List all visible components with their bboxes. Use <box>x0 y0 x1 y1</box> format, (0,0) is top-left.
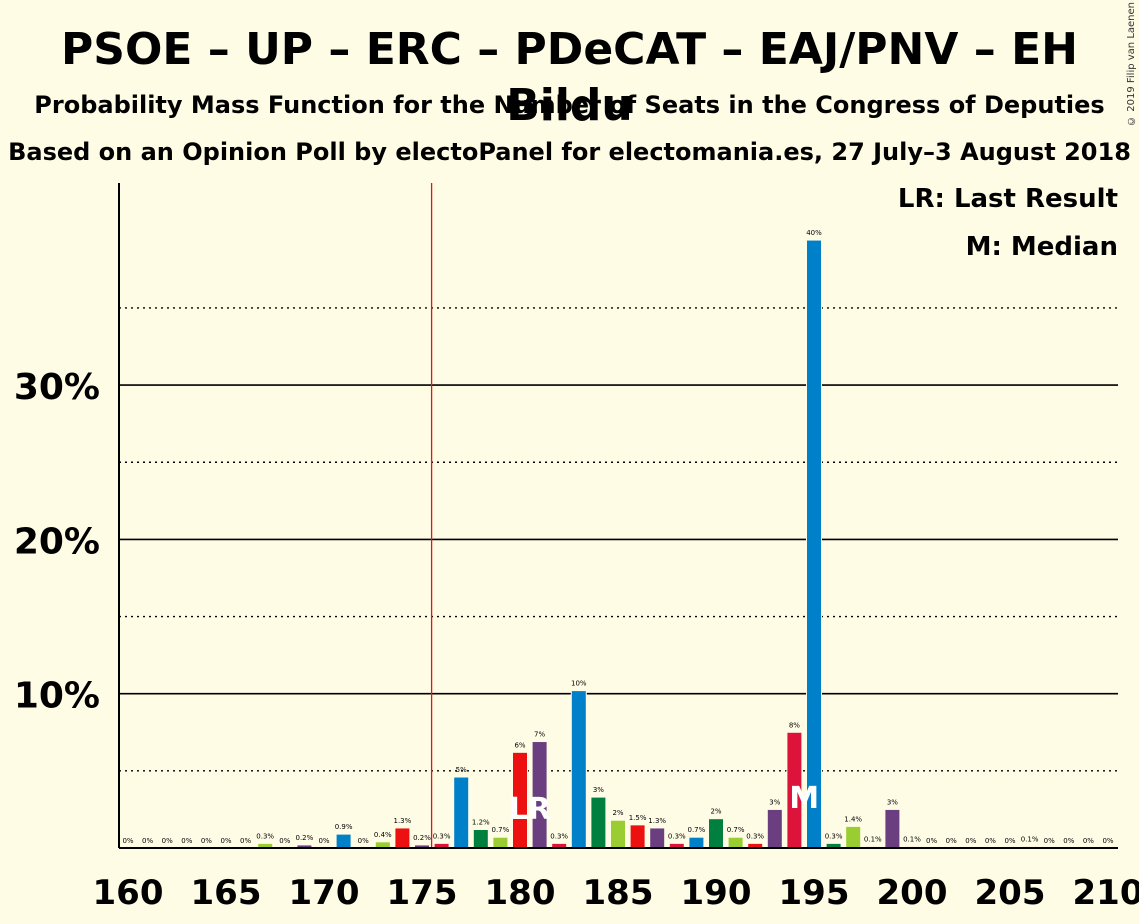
data-label-202: 0% <box>946 837 957 845</box>
data-label-205: 0% <box>1004 837 1015 845</box>
data-label-170: 0% <box>318 837 329 845</box>
y-tick-label: 20% <box>14 521 100 562</box>
data-label-166: 0% <box>240 837 251 845</box>
data-label-195: 40% <box>806 229 822 237</box>
data-label-182: 0.3% <box>550 832 568 840</box>
x-tick-label: 190 <box>681 873 752 913</box>
x-tick-label: 195 <box>779 873 850 913</box>
x-tick-label: 200 <box>877 873 948 913</box>
data-label-208: 0% <box>1063 837 1074 845</box>
data-label-198: 0.1% <box>864 835 882 843</box>
data-label-186: 1.5% <box>629 814 647 822</box>
data-label-164: 0% <box>201 837 212 845</box>
y-tick-label: 30% <box>14 367 100 408</box>
bar-184 <box>590 796 607 849</box>
data-label-177: 5% <box>456 766 467 774</box>
chart-source-line: Based on an Opinion Poll by electoPanel … <box>8 138 1131 166</box>
data-label-178: 1.2% <box>472 818 490 826</box>
data-label-209: 0% <box>1083 837 1094 845</box>
data-label-168: 0% <box>279 837 290 845</box>
bar-187 <box>649 827 666 849</box>
chart-subtitle: Probability Mass Function for the Number… <box>34 91 1105 119</box>
data-label-185: 2% <box>612 809 623 817</box>
data-label-199: 3% <box>887 798 898 806</box>
x-tick-label: 185 <box>583 873 654 913</box>
bar-178 <box>472 828 489 849</box>
legend-median: M: Median <box>965 232 1118 262</box>
data-label-206: 0.1% <box>1021 835 1039 843</box>
x-tick-label: 210 <box>1073 873 1139 913</box>
x-tick-label: 165 <box>191 873 262 913</box>
data-label-169: 0.2% <box>296 834 314 842</box>
bar-190 <box>708 818 724 849</box>
bar-191 <box>727 836 744 849</box>
data-label-192: 0.3% <box>746 832 764 840</box>
data-label-171: 0.9% <box>335 823 353 831</box>
bar-189 <box>688 836 705 849</box>
bar-199 <box>884 808 901 849</box>
data-label-190: 2% <box>710 808 721 816</box>
median-marker: M <box>789 781 819 816</box>
data-label-162: 0% <box>162 837 173 845</box>
data-label-183: 10% <box>571 680 587 688</box>
data-label-184: 3% <box>593 786 604 794</box>
data-label-189: 0.7% <box>688 826 706 834</box>
data-label-200: 0.1% <box>903 835 921 843</box>
data-label-207: 0% <box>1044 837 1055 845</box>
data-label-201: 0% <box>926 837 937 845</box>
data-label-174: 1.3% <box>394 817 412 825</box>
data-label-193: 3% <box>769 798 780 806</box>
data-label-165: 0% <box>220 837 231 845</box>
x-tick-label: 170 <box>289 873 360 913</box>
x-tick-label: 160 <box>93 873 164 913</box>
data-label-180: 6% <box>514 741 525 749</box>
data-label-188: 0.3% <box>668 832 686 840</box>
bar-177 <box>453 776 470 849</box>
bar-171 <box>335 833 352 849</box>
bar-183 <box>570 690 587 849</box>
data-label-160: 0% <box>122 837 133 845</box>
data-label-163: 0% <box>181 837 192 845</box>
bar-195 <box>806 239 822 849</box>
last-result-marker: LR <box>509 792 551 827</box>
bar-174 <box>394 827 411 849</box>
bar-185 <box>610 819 626 849</box>
data-label-203: 0% <box>965 837 976 845</box>
y-tick-label: 10% <box>14 676 100 717</box>
data-label-210: 0% <box>1102 837 1113 845</box>
data-label-187: 1.3% <box>648 817 666 825</box>
data-label-176: 0.3% <box>433 832 451 840</box>
x-tick-label: 205 <box>975 873 1046 913</box>
data-label-167: 0.3% <box>256 832 274 840</box>
data-label-197: 1.4% <box>844 815 862 823</box>
bar-193 <box>766 808 783 849</box>
data-label-196: 0.3% <box>825 832 843 840</box>
data-label-204: 0% <box>985 837 996 845</box>
data-label-172: 0% <box>358 837 369 845</box>
chart-title: PSOE – UP – ERC – PDeCAT – EAJ/PNV – EH … <box>61 24 1078 131</box>
data-label-191: 0.7% <box>727 826 745 834</box>
data-label-175: 0.2% <box>413 834 431 842</box>
bar-179 <box>492 836 509 849</box>
data-label-179: 0.7% <box>492 826 510 834</box>
x-tick-label: 180 <box>485 873 556 913</box>
legend-last-result: LR: Last Result <box>897 184 1118 214</box>
bar-186 <box>629 824 646 849</box>
data-label-194: 8% <box>789 721 800 729</box>
data-label-173: 0.4% <box>374 831 392 839</box>
data-label-181: 7% <box>534 731 545 739</box>
x-tick-label: 175 <box>387 873 458 913</box>
bar-197 <box>845 825 862 849</box>
data-label-161: 0% <box>142 837 153 845</box>
